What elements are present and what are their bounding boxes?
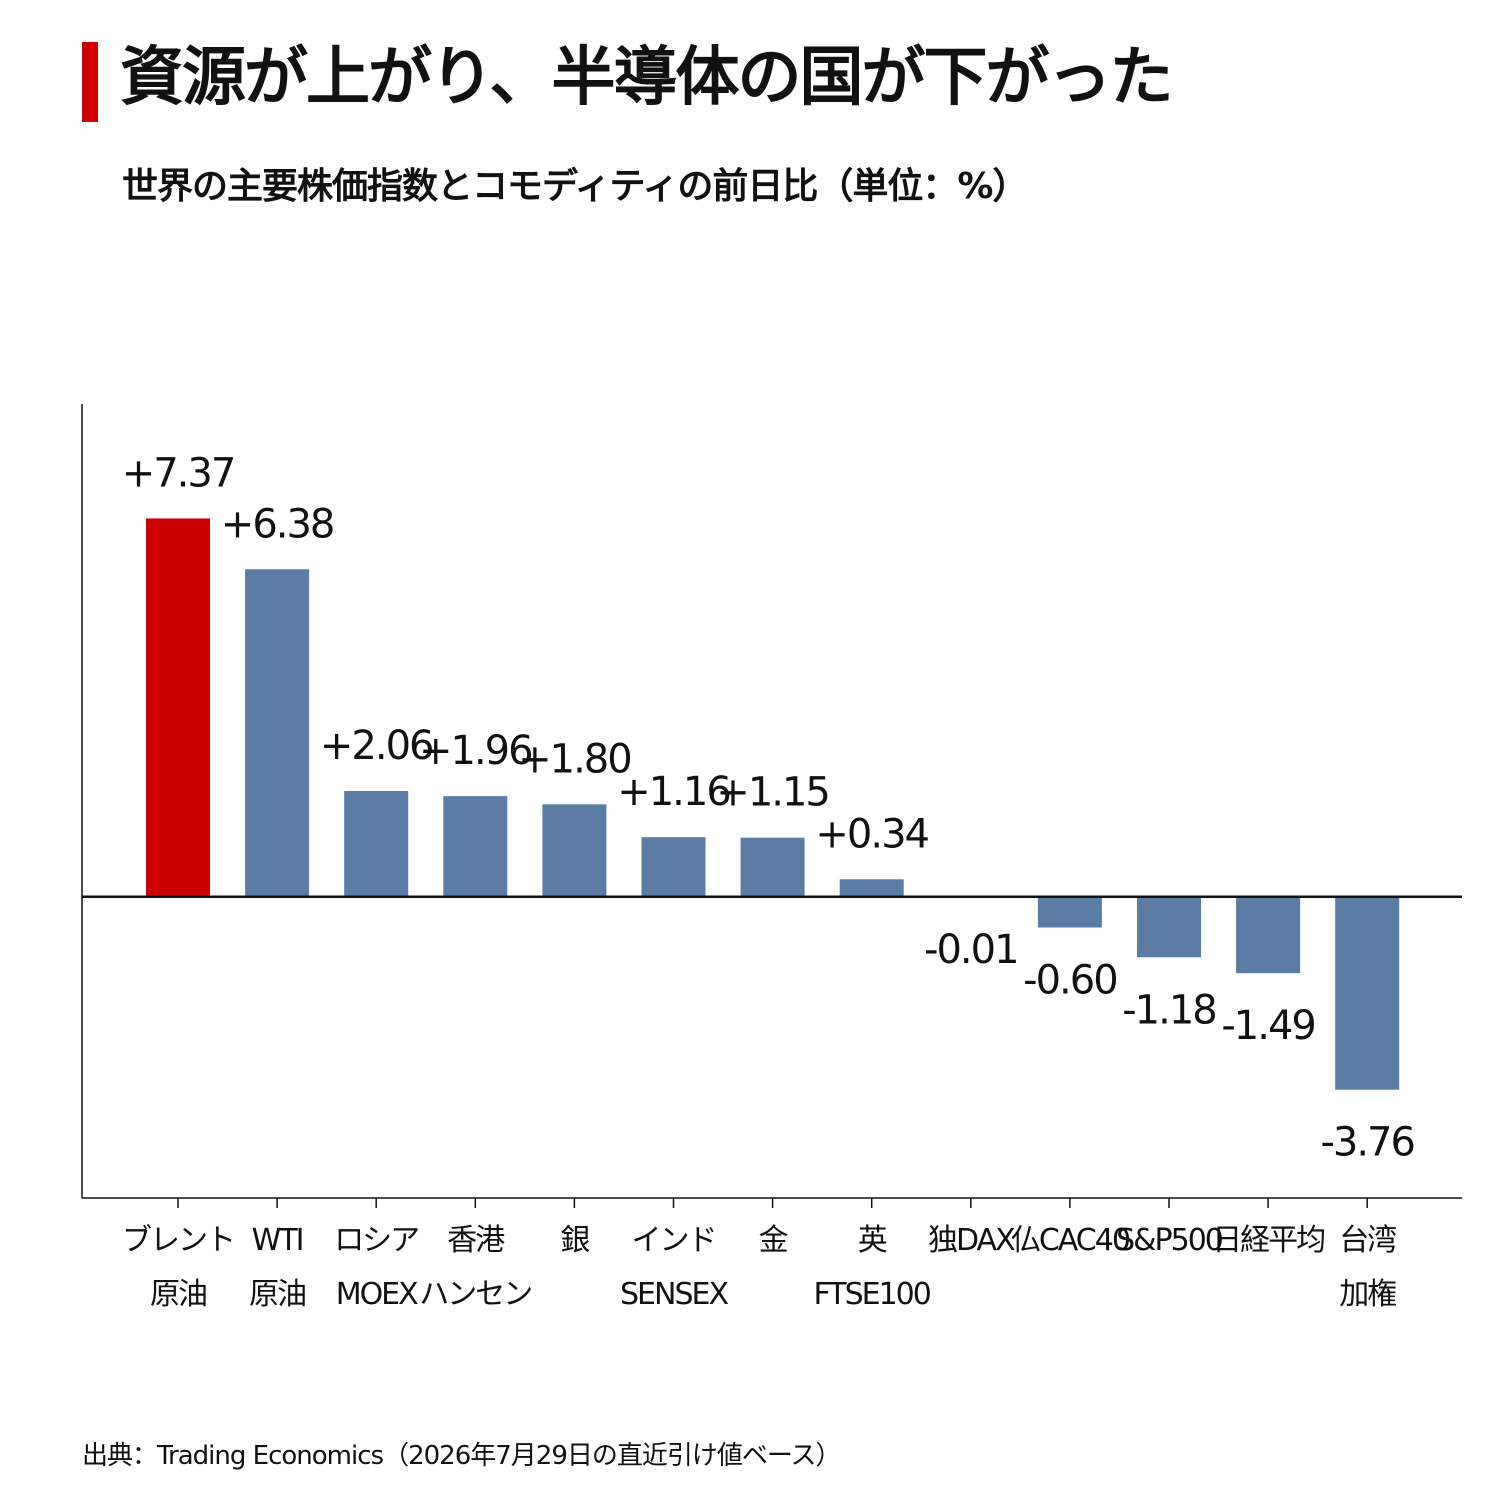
tick-label: S&P500: [1116, 1223, 1223, 1258]
data-label: +2.06: [320, 723, 433, 769]
tick-label: インド: [632, 1223, 716, 1258]
bar: [443, 796, 508, 897]
tick-label: 独DAX: [928, 1223, 1015, 1258]
tick-label: 日経平均: [1212, 1223, 1324, 1258]
source-note: 出典：Trading Economics（2026年7月29日の直近引け値ベース…: [82, 1441, 842, 1471]
data-label: +1.80: [518, 736, 631, 782]
bar: [1236, 896, 1301, 974]
bar: [542, 804, 607, 897]
tick-label: 銀: [560, 1223, 589, 1258]
tick-label: SENSEX: [620, 1277, 728, 1312]
tick-label: FTSE100: [814, 1277, 931, 1312]
title-accent-bar: [82, 42, 98, 122]
data-label: -0.60: [1023, 958, 1117, 1004]
tick-label: 加権: [1339, 1277, 1396, 1312]
data-label: +6.38: [221, 501, 334, 547]
x-ticks-group: [177, 1198, 1368, 1208]
data-label: -1.49: [1221, 1003, 1315, 1049]
bar: [245, 569, 310, 897]
bar: [641, 837, 706, 897]
data-label: -0.01: [924, 927, 1018, 973]
bar: [146, 518, 210, 897]
data-label: +0.34: [815, 811, 928, 857]
data-label: +1.16: [617, 769, 730, 815]
tick-label: ハンセン: [419, 1277, 531, 1312]
bar: [344, 790, 409, 897]
tick-label: 金: [759, 1223, 789, 1258]
data-label: +7.37: [122, 450, 235, 496]
tick-label: 台湾: [1339, 1223, 1396, 1258]
bar: [839, 879, 904, 897]
tick-label: ブレント: [122, 1223, 234, 1258]
data-label: +1.15: [716, 770, 829, 816]
data-label: +1.96: [419, 728, 532, 774]
tick-label: 英: [858, 1223, 888, 1258]
tick-label: 香港: [447, 1223, 505, 1258]
bar: [1335, 896, 1400, 1090]
tick-label: WTI: [252, 1223, 303, 1258]
bar: [1037, 896, 1102, 928]
data-label: -3.76: [1320, 1120, 1414, 1166]
bar: [740, 837, 805, 897]
value-labels-group: +7.37 +6.38 +2.06+1.96+1.80+1.16+1.15+0.34…: [122, 450, 1416, 1166]
bar: [1137, 896, 1201, 958]
chart-subtitle: 世界の主要株価指数とコモディティの前日比（単位：%）: [122, 166, 1028, 207]
chart-title: 資源が上がり、半導体の国が下がった: [120, 41, 1173, 115]
tick-label: ロシア: [334, 1223, 418, 1258]
bars-group: [146, 518, 1400, 1090]
data-label: -1.18: [1122, 987, 1216, 1033]
tick-label: 原油: [249, 1277, 305, 1312]
tick-label: 原油: [150, 1277, 206, 1312]
tick-label: 仏CAC40: [1011, 1223, 1130, 1258]
tick-label: MOEX: [336, 1277, 418, 1312]
